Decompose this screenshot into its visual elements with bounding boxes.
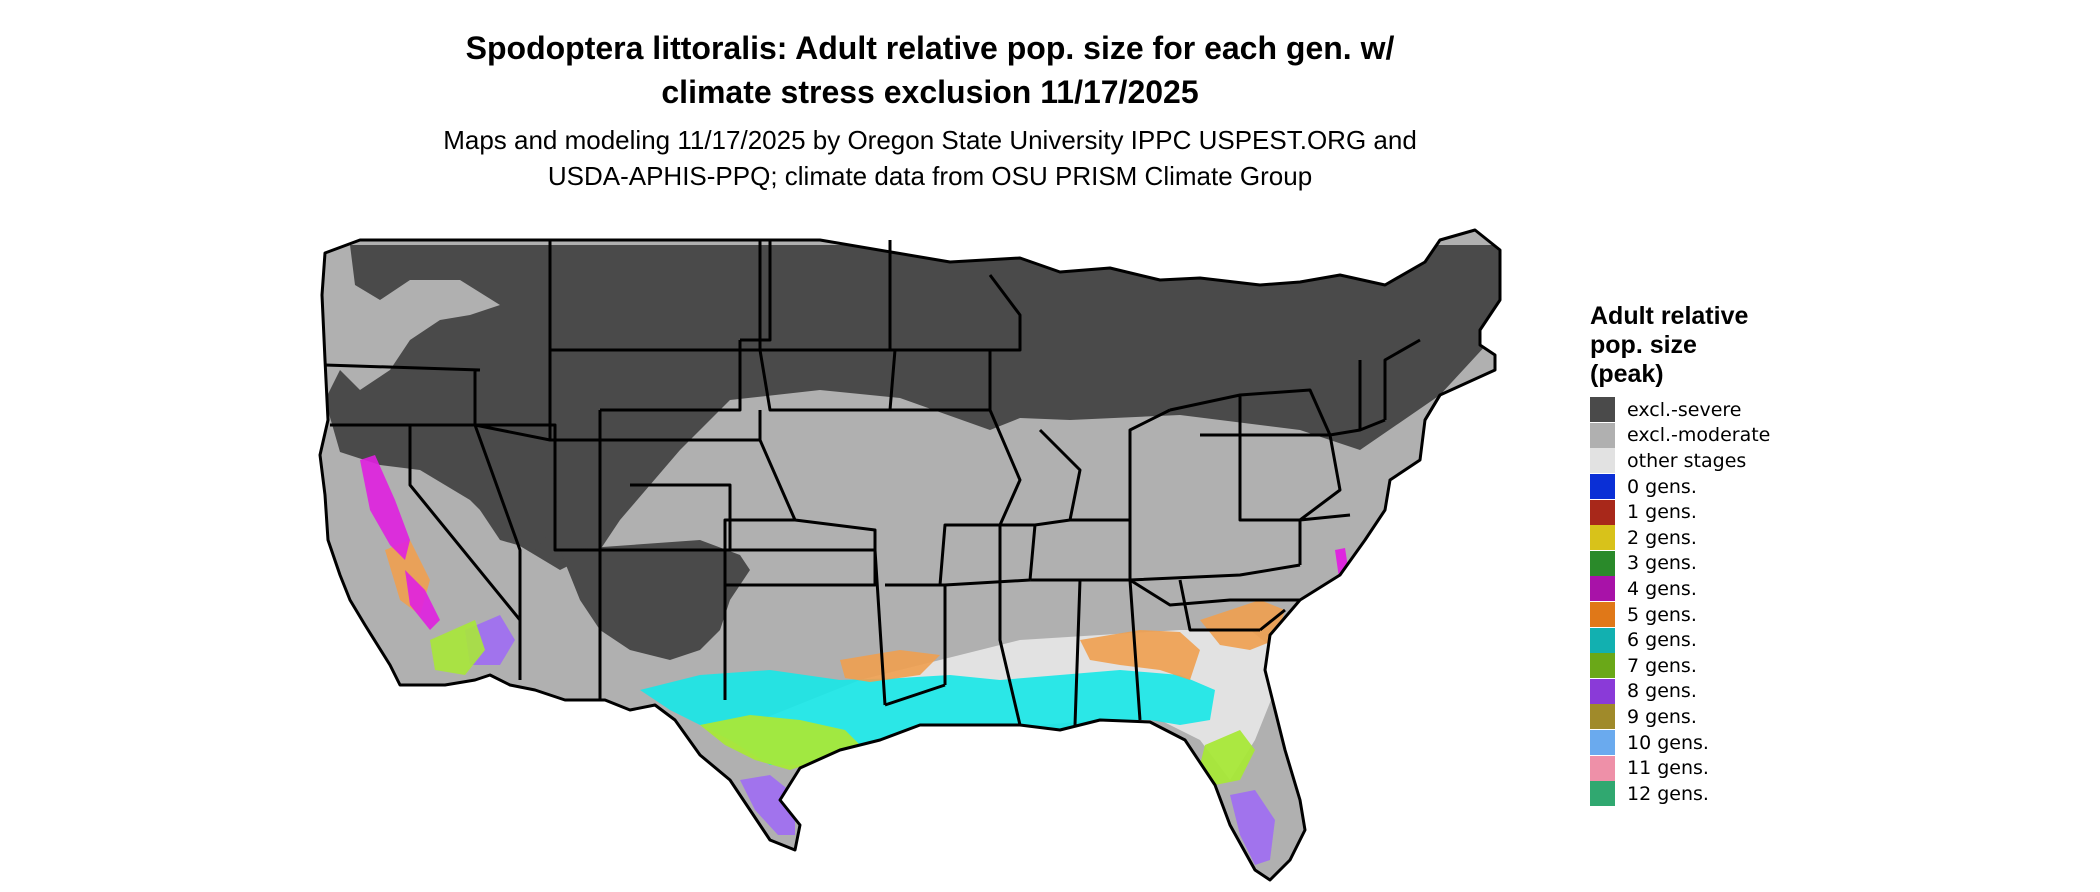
legend-item-4-gens: 4 gens.	[1590, 576, 1990, 602]
severe-colorado-region	[560, 540, 750, 660]
legend-swatch	[1590, 653, 1615, 679]
legend-label: 12 gens.	[1627, 782, 1709, 805]
legend-label: excl.-severe	[1627, 398, 1742, 421]
legend-label: 9 gens.	[1627, 705, 1697, 728]
legend-label: 6 gens.	[1627, 629, 1697, 652]
legend-label: 10 gens.	[1627, 731, 1709, 754]
country-outline	[318, 228, 1502, 882]
legend-title: Adult relative pop. size (peak)	[1590, 302, 1990, 389]
legend-swatch	[1590, 576, 1615, 602]
legend-swatch	[1590, 730, 1615, 756]
legend-label: 7 gens.	[1627, 654, 1697, 677]
legend-item-1-gens: 1 gens.	[1590, 499, 1990, 525]
legend-swatch	[1590, 602, 1615, 628]
legend-swatch	[1590, 781, 1615, 807]
severe-north-region	[325, 245, 1500, 570]
legend-swatch	[1590, 550, 1615, 576]
legend-swatch	[1590, 627, 1615, 653]
east-state-lines	[890, 274, 1442, 726]
seven-gens-lime-band	[700, 715, 1255, 785]
legend-label: other stages	[1627, 449, 1747, 472]
legend-label: 2 gens.	[1627, 526, 1697, 549]
subtitle-line-2: USDA-APHIS-PPQ; climate data from OSU PR…	[547, 161, 1313, 191]
subtitle-line-1: Maps and modeling 11/17/2025 by Oregon S…	[443, 125, 1417, 155]
legend-swatch	[1590, 448, 1615, 474]
title-line-2: climate stress exclusion 11/17/2025	[661, 74, 1199, 110]
legend-label: excl.-moderate	[1627, 424, 1771, 447]
legend-item-10-gens: 10 gens.	[1590, 730, 1990, 756]
legend-item-excl-severe: excl.-severe	[1590, 397, 1990, 423]
five-gens-orange-band	[840, 600, 1285, 682]
legend-title-line-1: Adult relative	[1590, 302, 1749, 330]
legend-label: 3 gens.	[1627, 552, 1697, 575]
legend-item-6-gens: 6 gens.	[1590, 627, 1990, 653]
state-boundaries	[318, 228, 1502, 882]
legend-label: 1 gens.	[1627, 501, 1697, 524]
map-title: Spodoptera littoralis: Adult relative po…	[280, 26, 1580, 114]
legend-item-8-gens: 8 gens.	[1590, 678, 1990, 705]
legend-label: 4 gens.	[1627, 577, 1697, 600]
legend-item-other-stages: other stages	[1590, 448, 1990, 474]
map-legend: Adult relative pop. size (peak) excl.-se…	[1590, 302, 1990, 807]
legend-title-line-3: (peak)	[1590, 360, 1664, 388]
legend-swatch	[1590, 678, 1615, 704]
legend-item-excl-moderate: excl.-moderate	[1590, 422, 1990, 449]
legend-label: 8 gens.	[1627, 680, 1697, 703]
legend-swatch	[1590, 397, 1615, 423]
legend-item-12-gens: 12 gens.	[1590, 781, 1990, 807]
legend-swatch	[1590, 422, 1615, 448]
us-map	[318, 228, 1502, 882]
california-desert-lime	[430, 620, 485, 675]
title-line-1: Spodoptera littoralis: Adult relative po…	[465, 30, 1395, 66]
map-subtitle: Maps and modeling 11/17/2025 by Oregon S…	[280, 122, 1580, 194]
california-magenta-ridge	[360, 455, 440, 630]
legend-label: 5 gens.	[1627, 603, 1697, 626]
legend-item-2-gens: 2 gens.	[1590, 525, 1990, 551]
legend-swatch	[1590, 704, 1615, 730]
legend-label: 0 gens.	[1627, 475, 1697, 498]
legend-item-11-gens: 11 gens.	[1590, 755, 1990, 781]
legend-title-line-2: pop. size	[1590, 331, 1697, 359]
legend-swatch	[1590, 499, 1615, 525]
legend-swatch	[1590, 474, 1615, 500]
legend-item-5-gens: 5 gens.	[1590, 602, 1990, 628]
legend-swatch	[1590, 755, 1615, 781]
legend-item-9-gens: 9 gens.	[1590, 704, 1990, 730]
severe-utah-region	[480, 460, 560, 550]
legend-item-3-gens: 3 gens.	[1590, 550, 1990, 577]
legend-item-7-gens: 7 gens.	[1590, 653, 1990, 679]
legend-item-0-gens: 0 gens.	[1590, 474, 1990, 500]
legend-swatch	[1590, 525, 1615, 551]
legend-label: 11 gens.	[1627, 757, 1709, 780]
